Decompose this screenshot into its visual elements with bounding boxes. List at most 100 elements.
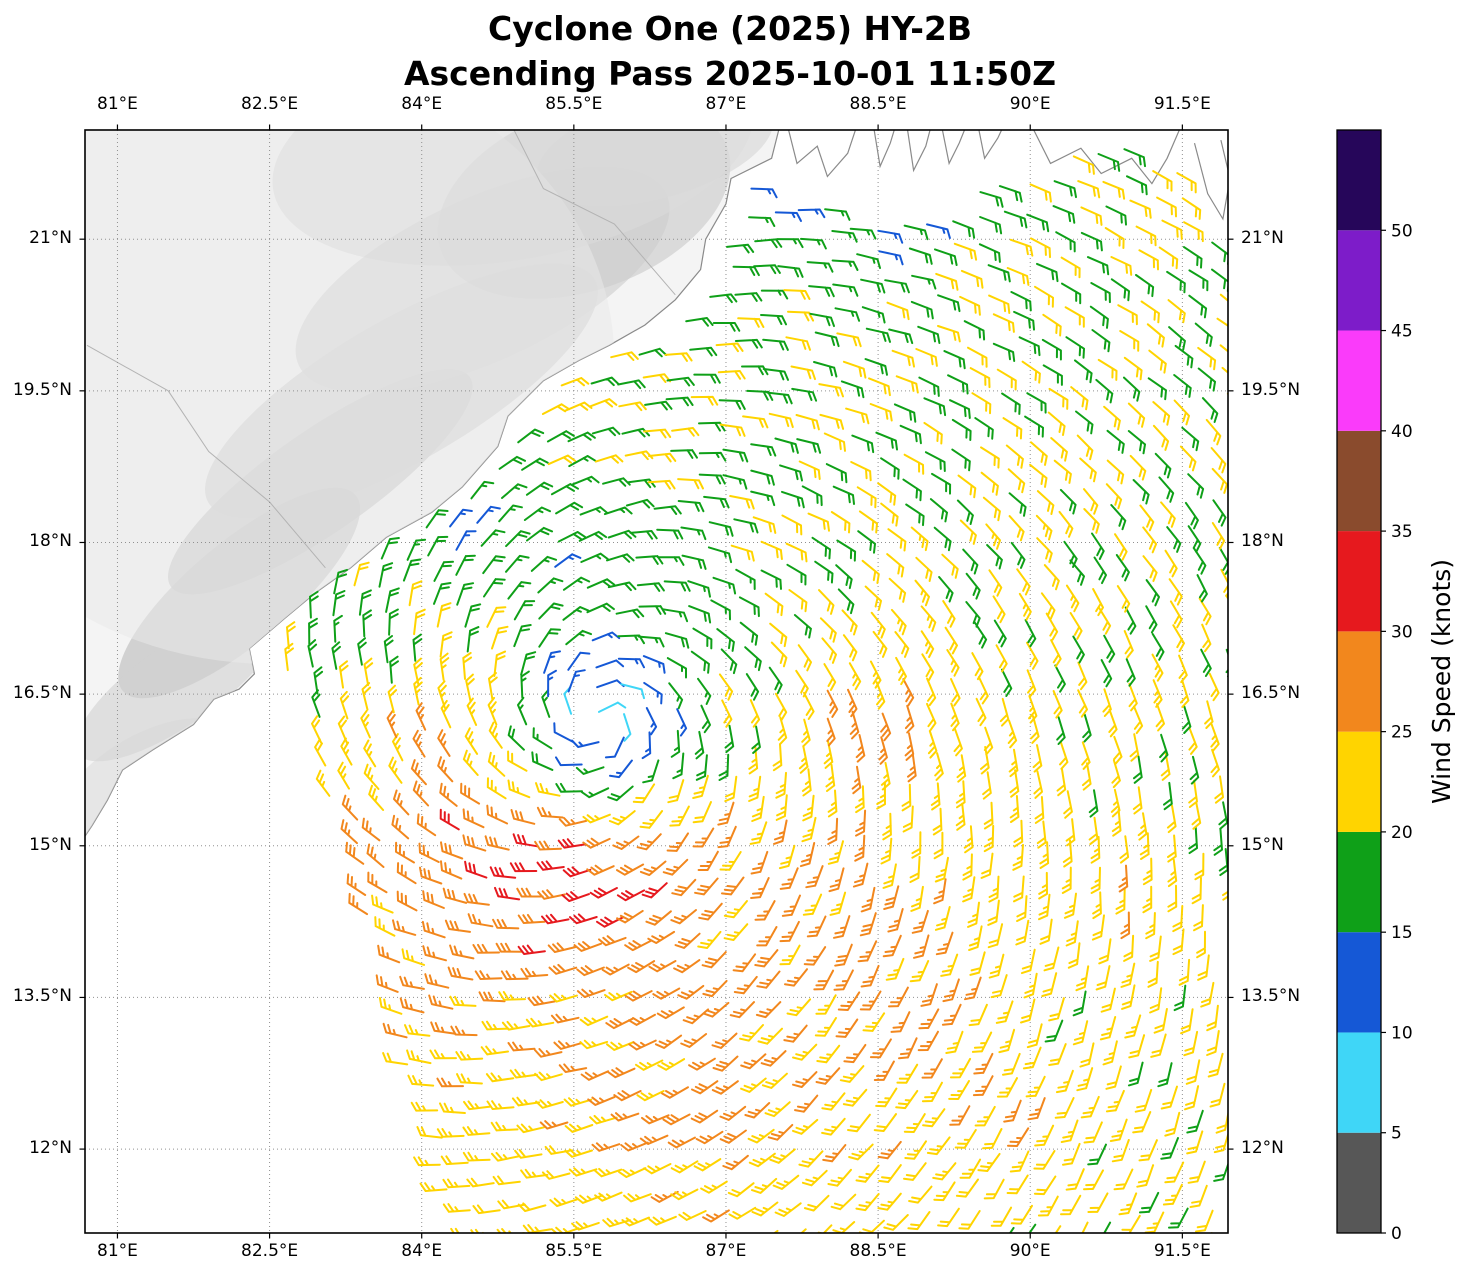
wind-barb [969,951,986,976]
wind-barb [677,478,704,490]
wind-barb [1114,533,1128,561]
wind-barb [907,1211,931,1231]
wind-barb [416,813,437,837]
wind-barb [574,1194,604,1204]
wind-barb [495,942,523,953]
wind-barb [494,886,521,901]
wind-barb [1178,958,1191,986]
wind-barb [538,628,561,648]
wind-barb [436,1128,465,1138]
wind-barb [535,782,561,797]
wind-barb [942,600,956,628]
wind-barb [847,1113,871,1133]
wind-barb [862,1012,886,1032]
wind-barb [990,1206,1013,1227]
wind-barb [517,696,528,726]
wind-barb [962,853,973,881]
wind-barb [996,1077,1018,1098]
wind-barb [412,729,426,758]
wind-barb [803,691,815,720]
wind-barb [1186,1109,1204,1134]
wind-barb [1213,1131,1228,1154]
wind-barb [613,1090,642,1102]
wind-barb [940,953,959,977]
wind-barb [664,632,690,649]
wind-barb [667,1136,696,1149]
wind-barb [1024,415,1044,438]
plot-content [85,130,1228,1233]
wind-barb [1059,488,1077,515]
wind-barb [772,1174,800,1190]
wind-barb [831,259,859,271]
wind-barb [1183,221,1204,243]
wind-barb [615,608,645,619]
wind-barb [1144,1211,1165,1233]
wind-barb [393,789,410,816]
wind-barb [777,265,804,278]
wind-barb [1128,1034,1146,1059]
wind-barb [1169,600,1183,629]
wind-barb [813,361,838,378]
wind-barb [567,431,596,443]
wind-barb [462,1151,491,1162]
wind-barb [470,480,495,500]
wind-barb [826,717,836,747]
wind-barb [492,918,520,930]
wind-barb [514,1149,543,1159]
wind-barb [1092,588,1104,617]
wind-barb [510,809,536,825]
wind-barb [674,932,701,949]
wind-barb [840,380,865,399]
wind-barb [949,1057,972,1079]
wind-barb [910,885,924,912]
wind-barb [857,940,878,963]
wind-barb [998,185,1023,203]
wind-barb [951,418,972,441]
wind-barb [462,1126,491,1136]
wind-barb [717,825,737,849]
state-border [512,130,676,296]
wind-barb [760,314,787,326]
wind-barb [875,1087,898,1108]
wind-barb [1108,708,1118,738]
wind-barb [1060,1194,1082,1216]
wind-barb [993,619,1007,648]
wind-barb [1052,205,1076,224]
wind-barb [937,294,961,313]
wind-barb [677,500,705,513]
wind-barb [606,553,635,563]
wind-barb [697,677,712,705]
wind-barb [549,1197,578,1207]
wind-barb [802,794,815,822]
wind-barb [555,501,584,515]
wind-barb [934,248,958,266]
wind-barb [1184,1085,1200,1111]
wind-barb [588,398,618,408]
wind-barb [1095,965,1111,991]
lat-tick-label-right: 13.5°N [1241,986,1301,1007]
wind-barb [663,580,691,592]
wind-barb [974,1105,996,1127]
wind-barb [801,768,812,797]
wind-barb [690,395,719,406]
wind-barb [1059,741,1069,770]
wind-barb [902,805,914,833]
wind-barb [573,941,603,952]
wind-barb [1222,890,1228,901]
wind-barb [487,751,506,777]
wind-barb [493,650,507,677]
wind-barb [779,464,803,482]
wind-barb [1032,744,1043,773]
wind-barb [691,1080,719,1095]
wind-barb [579,1039,609,1050]
wind-barb [1076,434,1094,461]
wind-barb [723,923,749,941]
wind-barb [589,887,618,899]
wind-barb [1082,713,1092,743]
wind-barb [1105,205,1127,226]
wind-barb [1133,755,1143,784]
lon-tick-label-bottom: 91.5°E [1153,1241,1211,1261]
wind-barb [648,452,677,463]
wind-barb [638,347,668,358]
wind-barb [1162,1183,1183,1206]
